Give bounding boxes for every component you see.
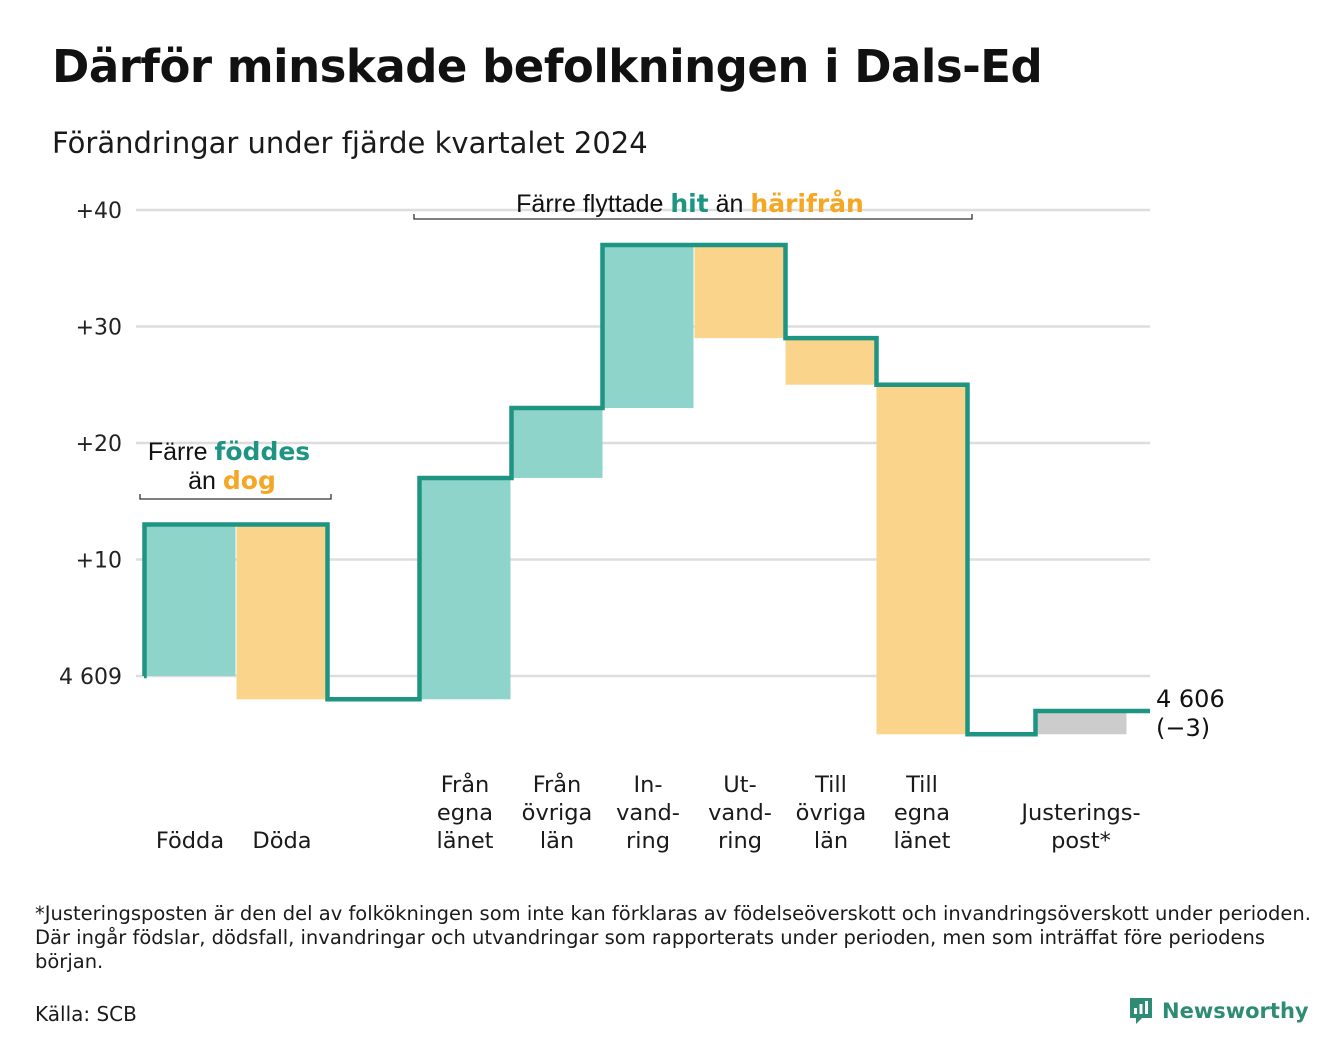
chart-subtitle: Förändringar under fjärde kvartalet 2024 — [52, 126, 648, 160]
annotation-text-part: än — [709, 190, 751, 218]
annotation-births-line1: Färre föddes — [148, 437, 310, 466]
end-value-label: 4 606 — [1156, 685, 1225, 713]
category-label-fran-ovriga-lan: Från — [533, 770, 582, 798]
bar-fran-ovriga-lan — [511, 408, 603, 478]
category-label-invandring: vand- — [616, 800, 680, 826]
annotation-text-part: föddes — [215, 437, 311, 466]
category-label-fran-ovriga-lan: län — [540, 828, 574, 854]
annotation-moves-text: Färre flyttade hit än härifrån — [516, 189, 864, 218]
category-label-invandring: In- — [633, 772, 662, 798]
category-label-fran-egna-lanet: Från — [441, 770, 490, 798]
brand-name: Newsworthy — [1162, 999, 1309, 1023]
brand-logo: Newsworthy — [1128, 996, 1309, 1026]
category-label-utvandring: Ut- — [723, 772, 756, 798]
category-label-fodda: Födda — [156, 828, 224, 854]
bar-till-ovriga-lan — [785, 338, 877, 385]
category-label-till-egna-lanet: egna — [894, 800, 950, 826]
y-axis-ticks: 4 609 +10 +20 +30 +40 — [59, 199, 122, 690]
category-label-justeringspost: Justerings- — [1019, 800, 1140, 826]
waterfall-chart: 4 609+10+20+30+40 Födda DödaFrånegnalänet… — [59, 189, 1225, 854]
category-label-justeringspost: post* — [1051, 828, 1111, 854]
annotation-text-part: härifrån — [750, 189, 863, 218]
category-label-doda: Döda — [252, 828, 311, 854]
chart-title: Därför minskade befolkningen i Dals-Ed — [52, 40, 1043, 93]
end-change-label: (−3) — [1156, 714, 1210, 742]
bars — [144, 244, 1127, 735]
category-label-invandring: ring — [626, 828, 670, 854]
end-value-labels: 4 606(−3) — [1156, 685, 1225, 742]
category-label-fran-ovriga-lan: övriga — [522, 800, 593, 826]
category-label-till-ovriga-lan: övriga — [796, 800, 867, 826]
annotation-text-part: Färre flyttade — [516, 190, 670, 218]
category-label-till-ovriga-lan: län — [814, 828, 848, 854]
y-tick-label: +40 — [76, 199, 122, 224]
category-label-utvandring: ring — [718, 828, 762, 854]
footnote: *Justeringsposten är den del av folkökni… — [35, 902, 1311, 973]
bar-fran-egna-lanet — [419, 477, 511, 700]
annotation-text-part: hit — [670, 189, 708, 218]
y-tick-label: 4 609 — [59, 665, 122, 690]
y-tick-label: +20 — [76, 432, 122, 457]
bar-doda — [236, 524, 328, 700]
annotation-births-bracket — [139, 494, 332, 500]
annotation-text-part: än — [188, 467, 223, 495]
bar-till-egna-lanet — [876, 384, 968, 735]
y-tick-label: +10 — [76, 549, 122, 574]
category-label-utvandring: vand- — [708, 800, 772, 826]
step-line-group — [142, 242, 1150, 737]
category-label-till-ovriga-lan: Till — [814, 772, 847, 798]
category-label-till-egna-lanet: länet — [894, 828, 951, 854]
newsworthy-logo-icon — [1130, 998, 1152, 1024]
category-label-fran-egna-lanet: länet — [437, 828, 494, 854]
bar-invandring — [602, 244, 694, 409]
category-labels: Födda DödaFrånegnalänetFrånövrigalänIn-va… — [156, 770, 1141, 854]
annotation-text-part: dog — [223, 466, 276, 495]
step-line — [142, 242, 1150, 737]
annotation-text-part: Färre — [148, 438, 215, 466]
bar-fodda — [144, 524, 236, 676]
category-label-till-egna-lanet: Till — [905, 772, 938, 798]
bar-justeringspost — [1035, 710, 1127, 735]
source-note: Källa: SCB — [35, 1002, 137, 1026]
bar-utvandring — [694, 244, 786, 339]
category-label-fran-egna-lanet: egna — [437, 800, 493, 826]
y-tick-label: +30 — [76, 316, 122, 341]
annotation-moves-bracket — [413, 214, 973, 220]
annotation-births-line2: än dog — [188, 466, 276, 495]
